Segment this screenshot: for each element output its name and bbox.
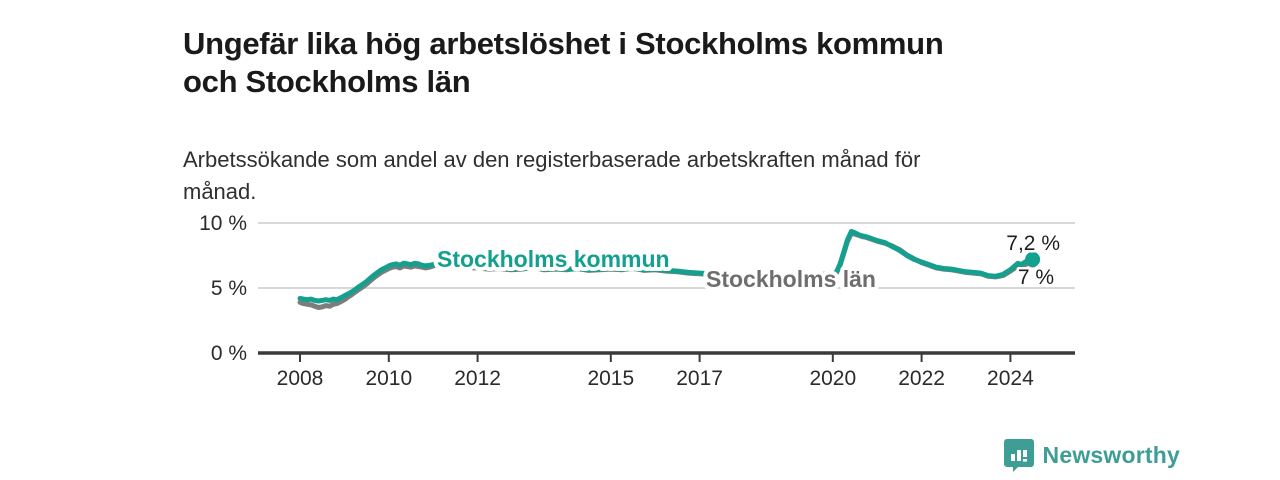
end-value-label-lan: 7 %: [1018, 266, 1054, 289]
series-label-lan: Stockholms län: [706, 266, 876, 292]
x-axis-tick-label: 2012: [454, 367, 501, 390]
x-axis-tick-label: 2017: [676, 367, 723, 390]
chart-subtitle: Arbetssökande som andel av den registerb…: [183, 147, 921, 204]
series-label-kommun: Stockholms kommun: [437, 246, 670, 272]
y-axis-tick-label: 0 %: [211, 342, 247, 365]
newsworthy-brand[interactable]: Newsworthy: [1003, 438, 1180, 472]
brand-name: Newsworthy: [1042, 441, 1180, 468]
x-axis-tick-label: 2022: [898, 367, 945, 390]
y-axis-tick-label: 5 %: [211, 277, 247, 300]
x-axis-tick-label: 2020: [809, 367, 856, 390]
bar-chart-speech-bubble-icon: [1003, 438, 1034, 472]
end-value-label-kommun: 7,2 %: [1006, 232, 1060, 255]
x-axis-tick-label: 2015: [587, 367, 634, 390]
series-line-kommun[interactable]: [297, 228, 1036, 304]
endpoint-dot-kommun[interactable]: [1025, 251, 1041, 267]
page-title: Ungefär lika hög arbetslöshet i Stockhol…: [183, 25, 944, 99]
x-axis-tick-label: 2010: [365, 367, 412, 390]
x-axis-tick-label: 2024: [987, 367, 1034, 390]
y-axis-tick-label: 10 %: [199, 212, 247, 235]
x-axis-tick-label: 2008: [277, 367, 324, 390]
